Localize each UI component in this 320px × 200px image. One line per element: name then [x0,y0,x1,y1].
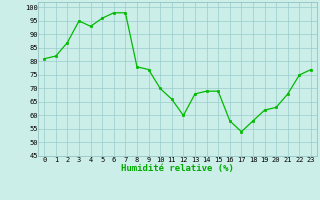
X-axis label: Humidité relative (%): Humidité relative (%) [121,164,234,173]
